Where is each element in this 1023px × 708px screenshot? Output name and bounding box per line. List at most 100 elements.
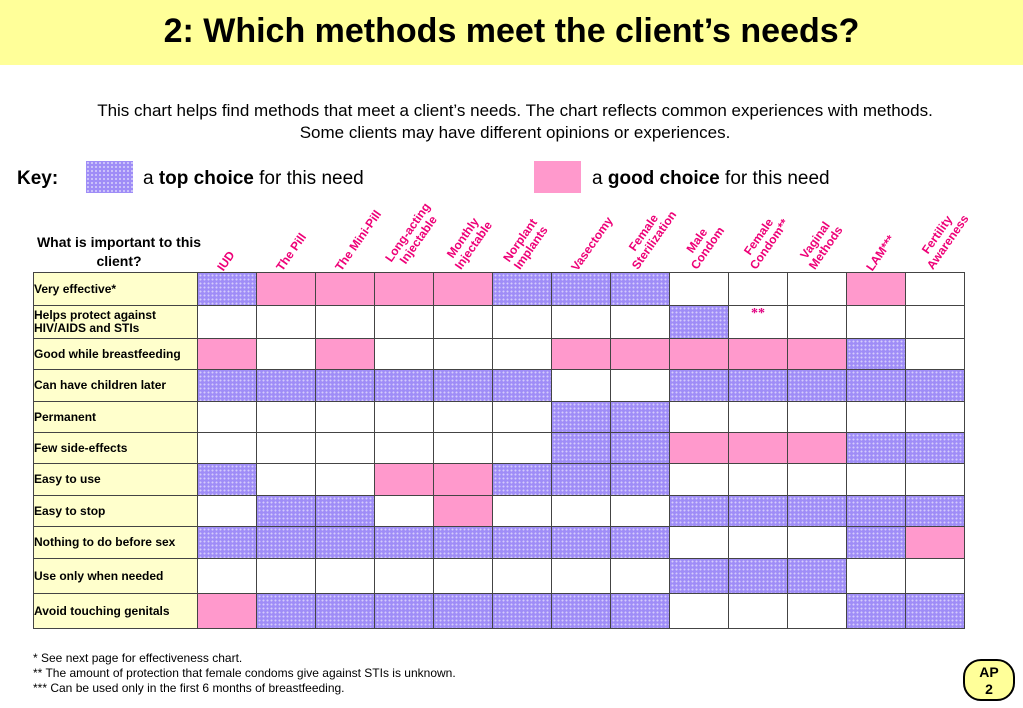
- empty-cell: [551, 369, 611, 402]
- good-choice-cell: [315, 272, 375, 306]
- empty-cell: [846, 401, 906, 433]
- needs-column-header: What is important to this client?: [36, 234, 202, 269]
- empty-cell: [315, 432, 375, 464]
- good-choice-cell: [787, 338, 847, 370]
- need-label: Nothing to do before sex: [33, 526, 198, 559]
- top-choice-cell: [728, 495, 788, 527]
- empty-cell: [197, 305, 257, 339]
- top-choice-cell: [610, 272, 670, 306]
- empty-cell: [551, 495, 611, 527]
- table-row: Use only when needed: [33, 558, 965, 594]
- top-choice-cell: [315, 526, 375, 559]
- empty-cell: [669, 272, 729, 306]
- empty-cell: [728, 401, 788, 433]
- empty-cell: [905, 305, 965, 339]
- empty-cell: [374, 401, 434, 433]
- empty-cell: [846, 305, 906, 339]
- empty-cell: [728, 272, 788, 306]
- good-choice-cell: [197, 338, 257, 370]
- top-choice-cell: [610, 526, 670, 559]
- top-choice-cell: [433, 593, 493, 629]
- empty-cell: [610, 305, 670, 339]
- top-choice-cell: [610, 432, 670, 464]
- top-choice-cell: [787, 495, 847, 527]
- top-choice-cell: [669, 495, 729, 527]
- good-choice-cell: [551, 338, 611, 370]
- top-choice-cell: [197, 526, 257, 559]
- top-choice-cell: [492, 369, 552, 402]
- empty-cell: [492, 432, 552, 464]
- table-row: Very effective*: [33, 272, 965, 306]
- need-label: Few side-effects: [33, 432, 198, 464]
- method-header-11: LAM***: [862, 232, 898, 274]
- empty-cell: [492, 401, 552, 433]
- empty-cell: [787, 305, 847, 339]
- table-row: Can have children later: [33, 369, 965, 402]
- good-choice-cell: [905, 526, 965, 559]
- empty-cell: [787, 593, 847, 629]
- methods-table: Very effective* Helps protect against HIV…: [33, 272, 965, 629]
- empty-cell: [433, 432, 493, 464]
- empty-cell: [787, 272, 847, 306]
- empty-cell: [905, 272, 965, 306]
- top-choice-cell: [846, 338, 906, 370]
- footnote-1: ** The amount of protection that female …: [33, 666, 456, 680]
- top-choice-cell: [256, 495, 316, 527]
- top-choice-cell: [551, 432, 611, 464]
- empty-cell: [492, 305, 552, 339]
- top-choice-cell: [433, 369, 493, 402]
- empty-cell: [669, 401, 729, 433]
- empty-cell: [669, 526, 729, 559]
- top-choice-cell: [905, 495, 965, 527]
- table-row: Few side-effects: [33, 432, 965, 464]
- top-choice-cell: [787, 369, 847, 402]
- need-label: Avoid touching genitals: [33, 593, 198, 629]
- top-choice-prefix: a: [143, 168, 159, 189]
- top-choice-cell: [433, 526, 493, 559]
- intro-line-1: This chart helps find methods that meet …: [97, 101, 933, 120]
- title-banner: 2: Which methods meet the client’s needs…: [0, 0, 1023, 65]
- page-title: 2: Which methods meet the client’s needs…: [163, 12, 860, 50]
- top-choice-cell: [846, 495, 906, 527]
- need-label: Use only when needed: [33, 558, 198, 594]
- ap-badge: AP 2: [963, 659, 1015, 701]
- good-choice-cell: [256, 272, 316, 306]
- need-label: Good while breastfeeding: [33, 338, 198, 370]
- top-choice-cell: [315, 495, 375, 527]
- empty-cell: [433, 305, 493, 339]
- table-row: Avoid touching genitals: [33, 593, 965, 629]
- top-choice-swatch: [86, 161, 133, 193]
- table-row: Helps protect against HIV/AIDS and STIs *…: [33, 305, 965, 339]
- empty-cell: [256, 432, 316, 464]
- footnotes: * See next page for effectiveness chart.…: [33, 651, 456, 696]
- empty-cell: [610, 558, 670, 594]
- method-header-3: Long-acting Injectable: [381, 200, 440, 267]
- top-choice-cell: [256, 593, 316, 629]
- top-choice-cell: [374, 593, 434, 629]
- empty-cell: [374, 558, 434, 594]
- good-choice-cell: [374, 272, 434, 306]
- empty-cell: [256, 338, 316, 370]
- top-choice-cell: [492, 272, 552, 306]
- table-row: Good while breastfeeding: [33, 338, 965, 370]
- top-choice-cell: [669, 369, 729, 402]
- empty-cell: [787, 526, 847, 559]
- footnote-0: * See next page for effectiveness chart.: [33, 651, 243, 665]
- method-header-9: Female Condom**: [740, 215, 792, 272]
- empty-cell: [315, 463, 375, 496]
- empty-cell: [374, 338, 434, 370]
- top-choice-cell: [905, 369, 965, 402]
- good-choice-swatch: [534, 161, 581, 193]
- empty-cell: [905, 558, 965, 594]
- top-choice-cell: [315, 593, 375, 629]
- top-choice-legend: a top choice for this need: [143, 168, 364, 190]
- top-choice-cell: [551, 463, 611, 496]
- empty-cell: [492, 338, 552, 370]
- good-choice-legend: a good choice for this need: [592, 168, 830, 190]
- top-choice-cell: [787, 558, 847, 594]
- top-choice-cell: [492, 593, 552, 629]
- top-choice-cell: [492, 526, 552, 559]
- empty-cell: [374, 495, 434, 527]
- top-choice-cell: [610, 401, 670, 433]
- method-header-6: Vasectomy: [567, 214, 616, 274]
